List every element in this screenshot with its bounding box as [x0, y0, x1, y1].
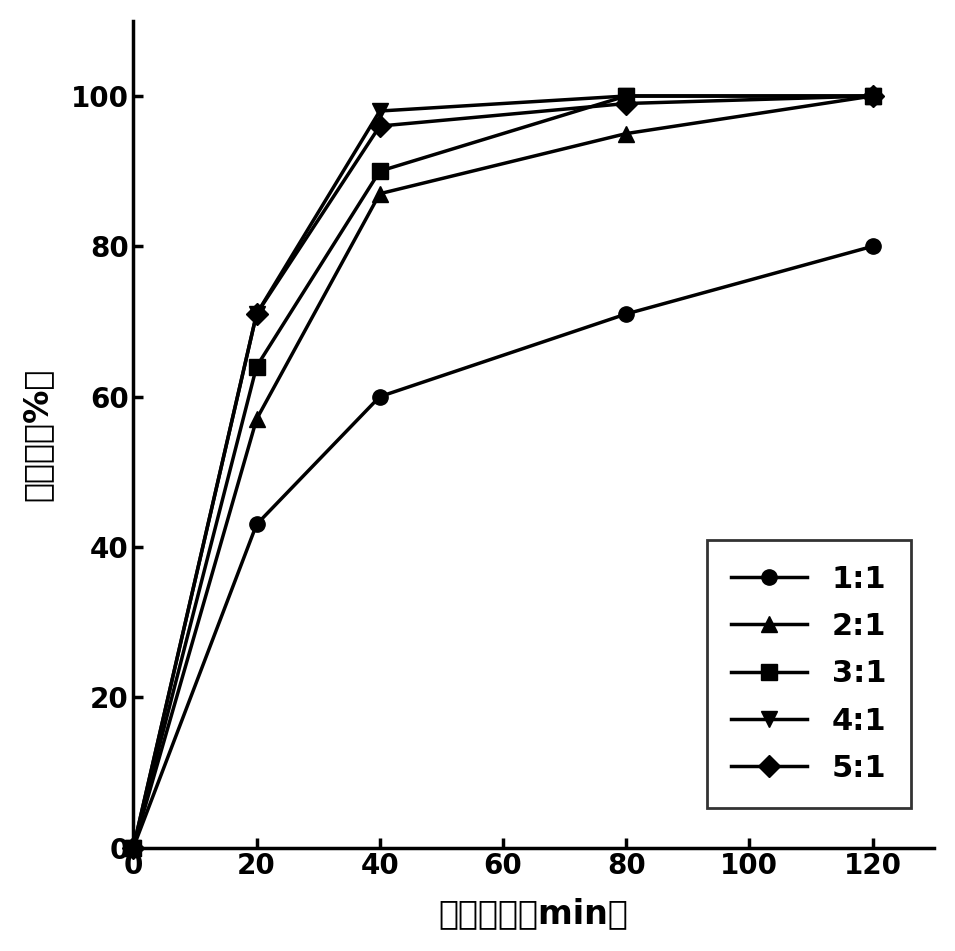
- Line: 3:1: 3:1: [126, 88, 881, 855]
- 4:1: [621, 90, 632, 102]
- 3:1: [374, 165, 386, 177]
- Legend: 1:1, 2:1, 3:1, 4:1, 5:1: 1:1, 2:1, 3:1, 4:1, 5:1: [707, 540, 911, 807]
- 3:1: [251, 360, 263, 372]
- 5:1: [374, 121, 386, 132]
- 5:1: [251, 308, 263, 320]
- 4:1: [128, 842, 139, 853]
- 5:1: [128, 842, 139, 853]
- Line: 4:1: 4:1: [126, 88, 881, 855]
- 2:1: [621, 127, 632, 139]
- 1:1: [621, 308, 632, 320]
- 2:1: [867, 90, 879, 102]
- 3:1: [867, 90, 879, 102]
- 2:1: [374, 188, 386, 200]
- 1:1: [867, 241, 879, 252]
- 3:1: [621, 90, 632, 102]
- 5:1: [867, 90, 879, 102]
- Line: 5:1: 5:1: [126, 88, 881, 855]
- 2:1: [251, 414, 263, 425]
- Line: 1:1: 1:1: [126, 239, 881, 855]
- Line: 2:1: 2:1: [126, 88, 881, 855]
- 1:1: [128, 842, 139, 853]
- 5:1: [621, 98, 632, 109]
- 2:1: [128, 842, 139, 853]
- 1:1: [374, 391, 386, 402]
- 4:1: [867, 90, 879, 102]
- Y-axis label: 降解率（%）: 降解率（%）: [21, 367, 53, 501]
- 4:1: [374, 106, 386, 117]
- 3:1: [128, 842, 139, 853]
- 4:1: [251, 308, 263, 320]
- X-axis label: 反应时间（min）: 反应时间（min）: [439, 897, 628, 930]
- 1:1: [251, 518, 263, 530]
